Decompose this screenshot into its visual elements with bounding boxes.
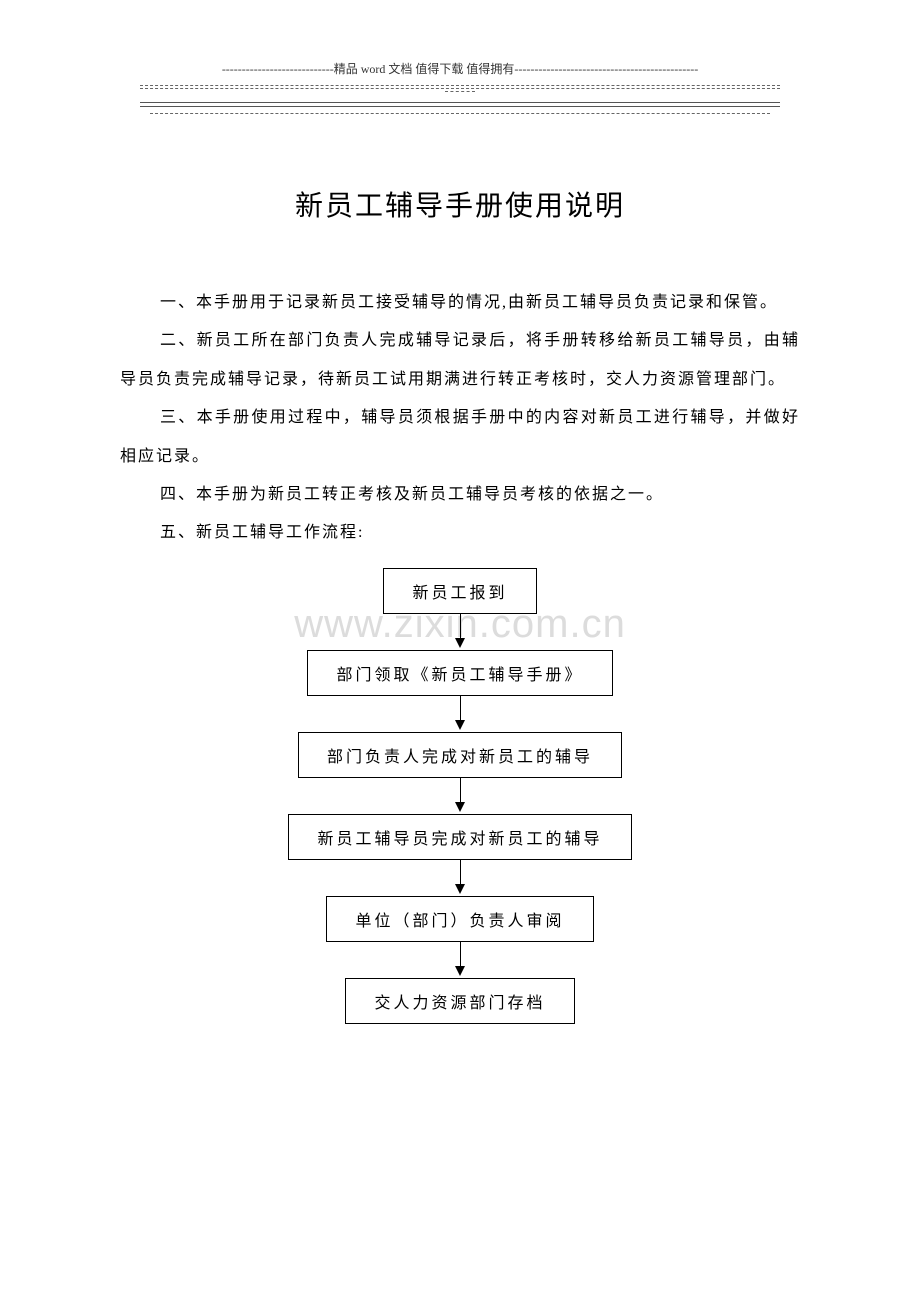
header-region: ----------------------------精品 word 文档 值… — [120, 60, 800, 114]
arrow-line-icon — [460, 860, 461, 884]
paragraph-2: 二、新员工所在部门负责人完成辅导记录后，将手册转移给新员工辅导员，由辅导员负责完… — [120, 322, 800, 399]
arrow-head-icon — [455, 802, 465, 812]
arrow-head-icon — [455, 720, 465, 730]
flow-arrow-1 — [455, 614, 465, 650]
page-container: ----------------------------精品 word 文档 值… — [0, 0, 920, 1084]
solid-rule-1 — [140, 102, 780, 103]
arrow-head-icon — [455, 966, 465, 976]
flow-arrow-2 — [455, 696, 465, 732]
paragraph-3: 三、本手册使用过程中，辅导员须根据手册中的内容对新员工进行辅导，并做好相应记录。 — [120, 399, 800, 476]
arrow-head-icon — [455, 638, 465, 648]
flow-arrow-4 — [455, 860, 465, 896]
paragraph-4: 四、本手册为新员工转正考核及新员工辅导员考核的依据之一。 — [120, 476, 800, 514]
body-text-region: 一、本手册用于记录新员工接受辅导的情况,由新员工辅导员负责记录和保管。 二、新员… — [120, 284, 800, 553]
flow-node-1: 新员工报到 — [383, 568, 536, 614]
page-title: 新员工辅导手册使用说明 — [120, 184, 800, 224]
arrow-line-icon — [460, 942, 461, 966]
dashed-rule-2 — [140, 88, 780, 89]
flow-node-3: 部门负责人完成对新员工的辅导 — [298, 732, 622, 778]
solid-rule-2 — [140, 106, 780, 107]
arrow-line-icon — [460, 778, 461, 802]
dashed-rule-1 — [140, 85, 780, 86]
flow-arrow-5 — [455, 942, 465, 978]
flow-node-4: 新员工辅导员完成对新员工的辅导 — [288, 814, 631, 860]
flowchart-region: 新员工报到 部门领取《新员工辅导手册》 部门负责人完成对新员工的辅导 新员工辅导… — [120, 568, 800, 1024]
flow-node-6: 交人力资源部门存档 — [345, 978, 574, 1024]
arrow-line-icon — [460, 696, 461, 720]
paragraph-1: 一、本手册用于记录新员工接受辅导的情况,由新员工辅导员负责记录和保管。 — [120, 284, 800, 322]
flow-node-2: 部门领取《新员工辅导手册》 — [307, 650, 612, 696]
dashed-rule-short — [445, 91, 475, 92]
paragraph-5: 五、新员工辅导工作流程: — [120, 514, 800, 552]
arrow-line-icon — [460, 614, 461, 638]
flow-node-5: 单位（部门）负责人审阅 — [326, 896, 593, 942]
flow-arrow-3 — [455, 778, 465, 814]
dashed-rule-3 — [150, 113, 770, 114]
header-banner-text: ----------------------------精品 word 文档 值… — [120, 60, 800, 77]
arrow-head-icon — [455, 884, 465, 894]
